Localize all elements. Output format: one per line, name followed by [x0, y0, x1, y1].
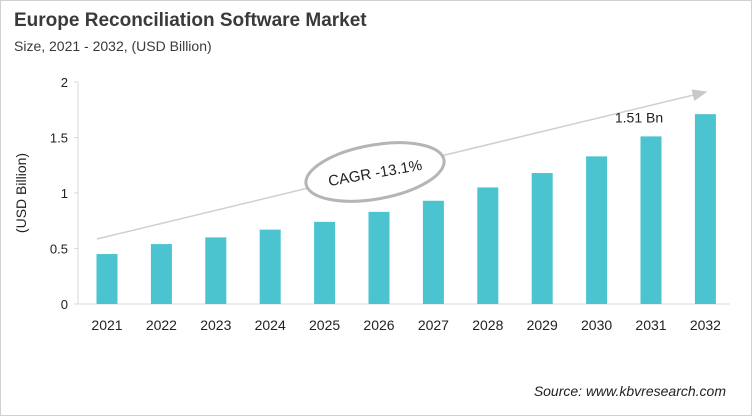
bar-2027 — [422, 200, 444, 304]
bar-2022 — [150, 244, 172, 304]
y-tick-label: 0.5 — [50, 242, 68, 257]
y-axis: 0 0.5 1 1.5 2 — [50, 75, 730, 312]
x-tick-label: 2026 — [363, 317, 394, 333]
bar-2032 — [694, 114, 716, 304]
x-tick-label: 2027 — [418, 317, 449, 333]
y-tick-label: 0 — [61, 297, 68, 312]
x-tick-label: 2032 — [690, 317, 721, 333]
y-axis-title: (USD Billion) — [13, 153, 29, 233]
x-tick-label: 2025 — [309, 317, 340, 333]
x-tick-label: 2022 — [146, 317, 177, 333]
x-tick-label: 2024 — [255, 317, 286, 333]
chart-title: Europe Reconciliation Software Market — [14, 10, 367, 31]
x-tick-label: 2028 — [472, 317, 503, 333]
bar-2029 — [531, 173, 553, 304]
bar-2030 — [586, 156, 608, 304]
x-tick-label: 2031 — [635, 317, 666, 333]
x-tick-label: 2029 — [527, 317, 558, 333]
bar-2028 — [477, 187, 499, 304]
y-tick-label: 2 — [61, 75, 68, 90]
bar-2026 — [368, 211, 390, 304]
data-label-2031: 1.51 Bn — [615, 109, 663, 125]
x-tick-label: 2030 — [581, 317, 612, 333]
source-note: Source: www.kbvresearch.com — [533, 383, 726, 399]
y-tick-label: 1.5 — [50, 131, 68, 146]
bar-2024 — [259, 229, 281, 304]
x-tick-label: 2023 — [200, 317, 231, 333]
x-tick-label: 2021 — [91, 317, 122, 333]
bar-2031 — [640, 136, 662, 304]
bar-2021 — [96, 254, 118, 304]
bars — [96, 114, 716, 304]
cagr-annotation: CAGR -13.1% — [304, 141, 446, 203]
bar-2023 — [205, 237, 227, 304]
y-tick-label: 1 — [61, 186, 68, 201]
chart-subtitle: Size, 2021 - 2032, (USD Billion) — [14, 38, 212, 54]
x-axis-labels: 2021 2022 2023 2024 2025 2026 2027 2028 2029 2030… — [91, 317, 721, 333]
bar-2025 — [314, 221, 336, 304]
